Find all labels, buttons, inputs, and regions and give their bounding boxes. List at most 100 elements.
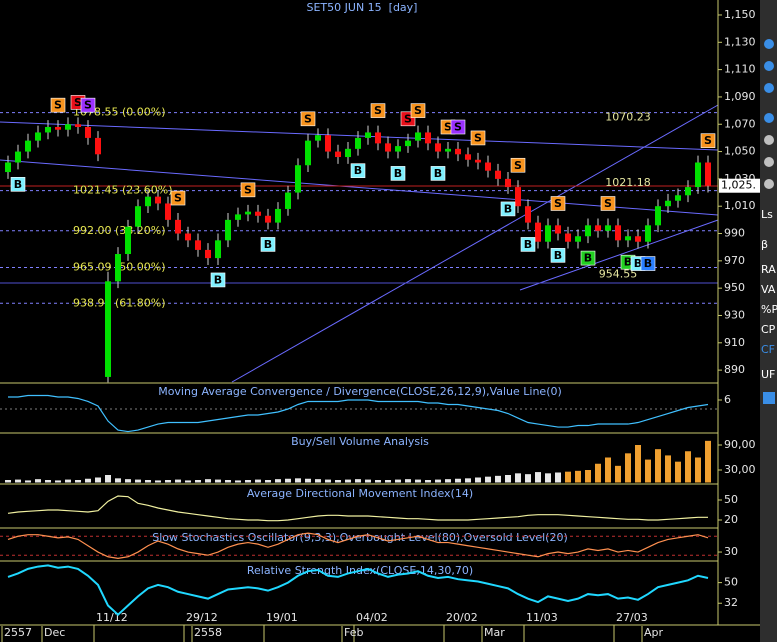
signal-box — [550, 196, 566, 211]
candle-body — [35, 132, 41, 141]
y-tick-label: 890 — [724, 363, 745, 376]
y-tick-label: 1,090 — [724, 90, 756, 103]
toolbar-label[interactable]: Ls — [761, 208, 773, 221]
candle-body — [535, 222, 541, 242]
candle-body — [225, 219, 231, 241]
bar — [585, 470, 591, 483]
candle-body — [565, 233, 571, 242]
candle-body — [495, 170, 501, 179]
candle-body — [255, 211, 261, 216]
bar — [65, 479, 71, 483]
signal-box — [600, 196, 616, 211]
y-tick-label: 1,130 — [724, 35, 756, 48]
candle-body — [135, 206, 141, 227]
signal-label: B — [524, 238, 532, 251]
annotation: 1070.23 — [605, 110, 651, 123]
toolbar-label[interactable]: CF — [761, 343, 775, 356]
y-tick-label: 30,00 — [724, 463, 756, 476]
bar — [95, 477, 101, 483]
bar — [315, 479, 321, 483]
series-line — [7, 564, 709, 617]
tool-icon[interactable] — [764, 61, 774, 71]
bar — [25, 480, 31, 483]
bar — [495, 475, 501, 483]
candle-body — [675, 195, 681, 201]
signal-label: S — [74, 96, 82, 109]
toolbar-label[interactable]: RA — [761, 263, 776, 276]
y-tick-label: 930 — [724, 308, 745, 321]
candle-body — [195, 240, 201, 250]
candle-body — [655, 206, 661, 226]
candle-body — [95, 137, 101, 155]
bar — [635, 445, 641, 483]
signal-label: S — [404, 112, 412, 125]
candle-body — [65, 124, 71, 130]
tool-icon[interactable] — [764, 157, 774, 167]
signal-box — [470, 130, 486, 146]
toolbar-label[interactable]: %P — [761, 303, 777, 316]
toolbar-label[interactable]: CP — [761, 323, 776, 336]
candle-body — [375, 132, 381, 144]
candle-body — [555, 225, 561, 234]
candle-body — [595, 225, 601, 231]
candle-body — [705, 162, 711, 186]
bar — [685, 451, 691, 483]
candle-body — [685, 187, 691, 196]
y-tick-label: 1,010 — [724, 199, 756, 212]
signal-label: B — [624, 256, 632, 269]
last-price-label: 1,025. — [721, 179, 756, 192]
y-tick-label: 50 — [724, 493, 738, 506]
bar — [515, 473, 521, 483]
bar — [145, 480, 151, 483]
signal-label: B — [14, 178, 22, 191]
signal-label: B — [554, 249, 562, 262]
signal-box — [550, 248, 566, 263]
bar — [305, 478, 311, 483]
bar — [675, 461, 681, 483]
x-month-label: Dec — [44, 626, 65, 639]
bar — [295, 478, 301, 483]
bar — [5, 480, 11, 483]
tool-icon[interactable] — [764, 83, 774, 93]
candle-body — [435, 143, 441, 152]
candle-body — [15, 151, 21, 163]
toolbar-label[interactable]: UF — [761, 368, 775, 381]
signal-label: B — [634, 257, 642, 270]
tool-icon[interactable] — [764, 179, 774, 189]
signal-box — [640, 256, 656, 271]
signal-box — [170, 190, 186, 206]
bar — [535, 472, 541, 483]
candle-body — [605, 225, 611, 231]
y-tick-label: 910 — [724, 336, 745, 349]
series-line — [8, 394, 709, 433]
signal-label: B — [584, 252, 592, 265]
toolbar-label[interactable]: β — [761, 238, 768, 251]
candle-body — [505, 178, 511, 188]
bar — [275, 479, 281, 483]
candle-body — [5, 162, 11, 173]
toolbar — [760, 0, 777, 642]
signal-label: S — [514, 159, 522, 172]
signal-label: B — [644, 257, 652, 270]
bar — [185, 480, 191, 483]
signal-label: S — [444, 121, 452, 134]
bar — [35, 479, 41, 483]
candle-body — [285, 192, 291, 209]
bar — [265, 480, 271, 483]
tool-icon[interactable] — [764, 135, 774, 145]
tool-icon[interactable] — [764, 113, 774, 123]
bar — [125, 479, 131, 483]
candle-body — [105, 281, 111, 377]
bar — [385, 480, 391, 483]
signal-box — [80, 97, 96, 113]
annotation: 1021.18 — [605, 176, 651, 189]
trend-line — [0, 159, 719, 216]
tool-icon[interactable] — [764, 39, 774, 49]
bar — [205, 479, 211, 483]
candle-body — [585, 225, 591, 237]
candle-body — [25, 140, 31, 152]
bar — [45, 480, 51, 483]
candle-body — [115, 254, 121, 282]
tool-icon[interactable] — [763, 392, 775, 404]
toolbar-label[interactable]: VA — [761, 283, 776, 296]
